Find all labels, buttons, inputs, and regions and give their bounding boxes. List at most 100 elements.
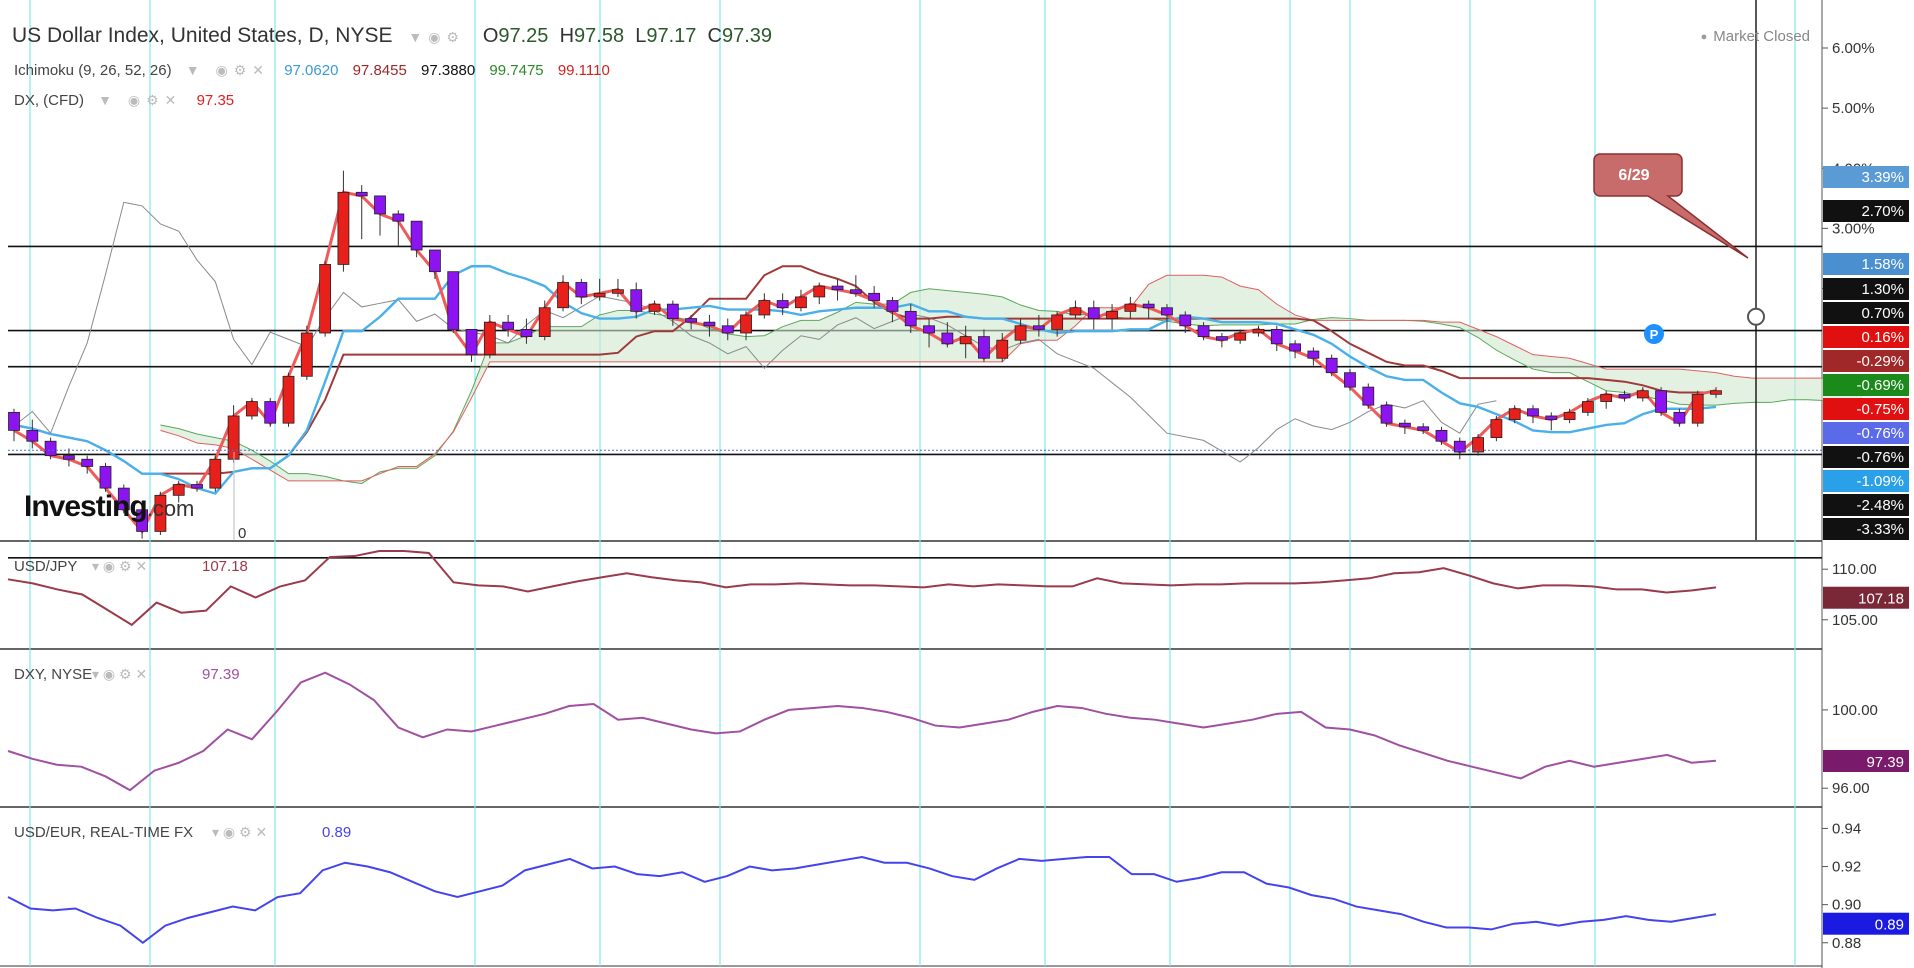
ichimoku-value: 99.7475 — [489, 62, 544, 79]
candle-body — [117, 487, 130, 511]
symbol-name[interactable]: US Dollar Index, United States, D, NYSE — [12, 24, 393, 47]
y-tick-label: 6.00% — [1832, 40, 1875, 57]
y-tick-label: 0.88 — [1832, 935, 1861, 952]
candle-body — [923, 325, 935, 334]
candle-body — [1325, 357, 1338, 374]
annotation-callout — [1593, 153, 1749, 259]
close-value: 97.39 — [721, 25, 773, 47]
candle-body — [666, 303, 679, 319]
ichimoku-label[interactable]: Ichimoku (9, 26, 52, 26) — [14, 62, 172, 79]
price-tag-label: -0.76% — [1856, 425, 1904, 442]
candle-body — [1142, 303, 1155, 309]
candle-body — [1636, 390, 1649, 399]
candle-body — [813, 285, 826, 298]
candle-body — [172, 484, 185, 496]
candle-body — [849, 289, 862, 294]
price-tag — [1823, 398, 1909, 420]
candle-body — [355, 191, 368, 197]
price-tag — [1823, 278, 1909, 300]
price-tag — [1823, 374, 1909, 396]
high-value: 97.58 — [574, 25, 625, 47]
annotation-label: 6/29 — [1618, 167, 1649, 184]
series-tools-icon[interactable]: ▼◉⚙ — [408, 29, 465, 45]
candle-body — [374, 195, 386, 215]
candle-body — [1581, 401, 1594, 413]
candle-body — [26, 429, 39, 442]
dx-tools-icon[interactable]: ▼ ◉⚙✕ — [98, 92, 183, 108]
candle-body — [1270, 328, 1283, 345]
candle-body — [1124, 303, 1137, 312]
price-tag — [1823, 200, 1909, 222]
candle-body — [886, 300, 899, 312]
candle-body — [795, 296, 807, 309]
candle-body — [136, 509, 149, 532]
last-value-tag — [1823, 586, 1909, 609]
pane-title: DXY, NYSE — [14, 666, 92, 683]
candle-body — [630, 289, 643, 312]
main-title: US Dollar Index, United States, D, NYSE … — [12, 24, 772, 48]
candle-body — [612, 289, 624, 294]
candle-body — [1289, 343, 1301, 352]
candle-body — [1453, 440, 1466, 453]
candle-body — [538, 307, 551, 337]
candle-body — [429, 249, 441, 273]
candle-body — [1307, 350, 1320, 359]
candle-body — [1563, 411, 1576, 420]
y-tick-label: 0.90 — [1832, 897, 1861, 914]
candle-body — [447, 271, 460, 330]
pane-legend: USD/JPY ▾ ◉ ⚙ ✕ 107.18 — [14, 558, 248, 575]
candle-body — [1362, 386, 1375, 406]
crosshair-marker — [1747, 307, 1765, 326]
candle-body — [1234, 332, 1247, 341]
price-close-line — [13, 190, 1717, 535]
candle-body — [1618, 393, 1631, 399]
last-value-tag — [1823, 749, 1909, 772]
candle-body — [1490, 419, 1503, 439]
pane-tools-icon: ▾ ◉ ⚙ ✕ — [92, 558, 147, 574]
price-tag — [1823, 518, 1909, 540]
candle-body — [831, 285, 844, 291]
price-tag — [1823, 326, 1909, 348]
y-tick-label: 0.94 — [1832, 820, 1861, 837]
candle-body — [209, 458, 222, 489]
price-tag — [1823, 302, 1909, 324]
high-label: H — [559, 25, 575, 47]
ichimoku-legend[interactable]: Ichimoku (9, 26, 52, 26) ▼ ◉⚙✕ 97.0620 9… — [14, 62, 610, 79]
dx-legend[interactable]: DX, (CFD) ▼ ◉⚙✕ 97.35 — [14, 92, 234, 109]
candle-body — [758, 300, 771, 316]
candle-body — [154, 494, 167, 532]
ohlc-readout: O97.25 H97.58 L97.17 C97.39 — [483, 25, 772, 47]
price-tag-label: -0.75% — [1856, 401, 1904, 418]
candle-body — [392, 213, 405, 222]
candle-body — [1527, 408, 1539, 417]
open-value: 97.25 — [498, 25, 549, 47]
ichimoku-tools-icon[interactable]: ▼ ◉⚙✕ — [185, 62, 271, 78]
pane-value: 107.18 — [202, 558, 248, 575]
dx-label[interactable]: DX, (CFD) — [14, 92, 84, 109]
candle-body — [44, 440, 57, 457]
logo-brand: Investing — [24, 490, 148, 523]
y-tick-label: 110.00 — [1832, 561, 1877, 578]
candle-body — [1673, 411, 1686, 424]
candle-body — [1398, 422, 1411, 428]
series-line — [7, 855, 1717, 945]
ichimoku-value: 97.0620 — [284, 62, 339, 79]
candle-body — [868, 292, 881, 301]
series-line — [7, 550, 1717, 627]
candle-body — [1014, 325, 1027, 341]
ichimoku-value: 97.8455 — [352, 62, 407, 79]
price-tag — [1823, 422, 1909, 444]
candle-body — [191, 484, 203, 489]
candle-body — [1691, 393, 1704, 424]
market-status: Market Closed — [1701, 28, 1810, 45]
ichimoku-cloud — [160, 275, 1863, 484]
price-tag — [1823, 166, 1909, 188]
ichimoku-value: 97.3880 — [421, 62, 476, 79]
pane-legend: USD/EUR, REAL-TIME FX ▾ ◉ ⚙ ✕ 0.89 — [14, 824, 351, 841]
candle-body — [1472, 437, 1484, 453]
candle-body — [721, 325, 734, 334]
event-marker-icon — [1644, 324, 1664, 344]
price-tag — [1823, 470, 1909, 492]
